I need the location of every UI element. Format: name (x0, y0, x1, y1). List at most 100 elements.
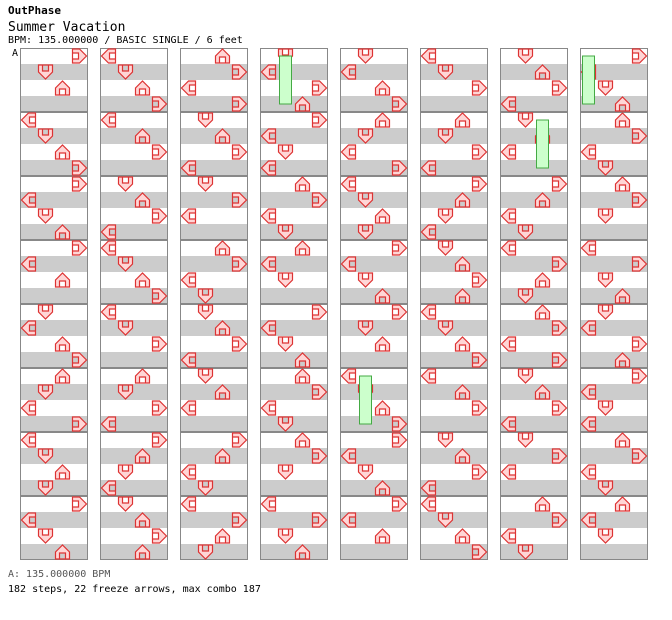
measure-stripe (420, 464, 488, 480)
step-arrow (151, 208, 168, 224)
measure-box (20, 496, 88, 560)
step-arrow (580, 384, 597, 400)
measure-stripe (100, 400, 168, 416)
step-arrow (134, 448, 151, 464)
measure-stripe (580, 256, 648, 272)
measure-stripe (20, 128, 88, 144)
measure-stripe (580, 368, 648, 384)
step-arrow (357, 464, 374, 480)
measure-stripe (260, 144, 328, 160)
step-arrow (551, 400, 568, 416)
measure-stripe (260, 352, 328, 368)
measure-stripe (180, 528, 248, 544)
step-arrow (180, 464, 197, 480)
measure-stripe (420, 160, 488, 176)
measure-box (340, 368, 408, 432)
measure-stripe (20, 368, 88, 384)
measure-stripe (100, 208, 168, 224)
step-arrow (20, 256, 37, 272)
step-arrow (597, 304, 614, 320)
measure-stripe (260, 272, 328, 288)
step-arrow (37, 64, 54, 80)
measure-stripe (340, 528, 408, 544)
step-arrow (260, 320, 277, 336)
step-arrow (551, 256, 568, 272)
measure-stripe (580, 416, 648, 432)
step-arrow (631, 448, 648, 464)
measure-stripe (580, 64, 648, 80)
measure-stripe (580, 208, 648, 224)
measure-stripe (260, 192, 328, 208)
measure-stripe (20, 224, 88, 240)
step-arrow (197, 112, 214, 128)
measure-stripe (20, 320, 88, 336)
measure-box (420, 304, 488, 368)
measure-stripe (420, 288, 488, 304)
measure-stripe (260, 480, 328, 496)
measure-stripe (100, 256, 168, 272)
step-arrow (471, 400, 488, 416)
measure-stripe (500, 144, 568, 160)
measure-box (580, 432, 648, 496)
step-arrow (340, 176, 357, 192)
measure-box (260, 240, 328, 304)
measure-stripe (500, 304, 568, 320)
step-arrow (71, 160, 88, 176)
step-arrow (597, 480, 614, 496)
measure-stripe (340, 368, 408, 384)
step-arrow (311, 112, 328, 128)
measure-stripe (260, 256, 328, 272)
measure-box (340, 496, 408, 560)
measure-stripe (20, 288, 88, 304)
measure-stripe (180, 448, 248, 464)
step-arrow (20, 320, 37, 336)
measure-box (180, 432, 248, 496)
measure-stripe (340, 64, 408, 80)
measure-stripe (580, 304, 648, 320)
measure-stripe (180, 144, 248, 160)
step-arrow (197, 288, 214, 304)
step-arrow (134, 544, 151, 560)
step-arrow (357, 272, 374, 288)
measure-stripe (180, 160, 248, 176)
measure-stripe (340, 96, 408, 112)
measure-stripe (340, 208, 408, 224)
step-arrow (534, 64, 551, 80)
measure-box (340, 112, 408, 176)
measure-stripe (100, 272, 168, 288)
step-arrow (580, 464, 597, 480)
step-arrow (294, 176, 311, 192)
step-arrow (357, 128, 374, 144)
measure-stripe (20, 256, 88, 272)
measure-stripe (580, 336, 648, 352)
measure-stripe (580, 352, 648, 368)
measure-box (420, 496, 488, 560)
step-arrow (340, 256, 357, 272)
step-arrow (151, 144, 168, 160)
step-arrow (197, 480, 214, 496)
step-arrow (631, 192, 648, 208)
step-arrow (231, 512, 248, 528)
step-arrow (100, 112, 117, 128)
step-arrow (614, 96, 631, 112)
step-arrow (294, 240, 311, 256)
step-arrow (231, 144, 248, 160)
measure-stripe (180, 384, 248, 400)
measure-stripe (260, 368, 328, 384)
measure-stripe (340, 240, 408, 256)
measure-stripe (180, 48, 248, 64)
step-arrow (551, 448, 568, 464)
step-arrow (54, 368, 71, 384)
step-arrow (100, 304, 117, 320)
step-arrow (437, 128, 454, 144)
measure-stripe (100, 416, 168, 432)
measure-stripe (420, 208, 488, 224)
measure-stripe (180, 224, 248, 240)
step-arrow (37, 384, 54, 400)
measure-stripe (500, 272, 568, 288)
step-arrow (151, 432, 168, 448)
step-arrow (311, 304, 328, 320)
measure-stripe (500, 368, 568, 384)
step-arrow (294, 432, 311, 448)
